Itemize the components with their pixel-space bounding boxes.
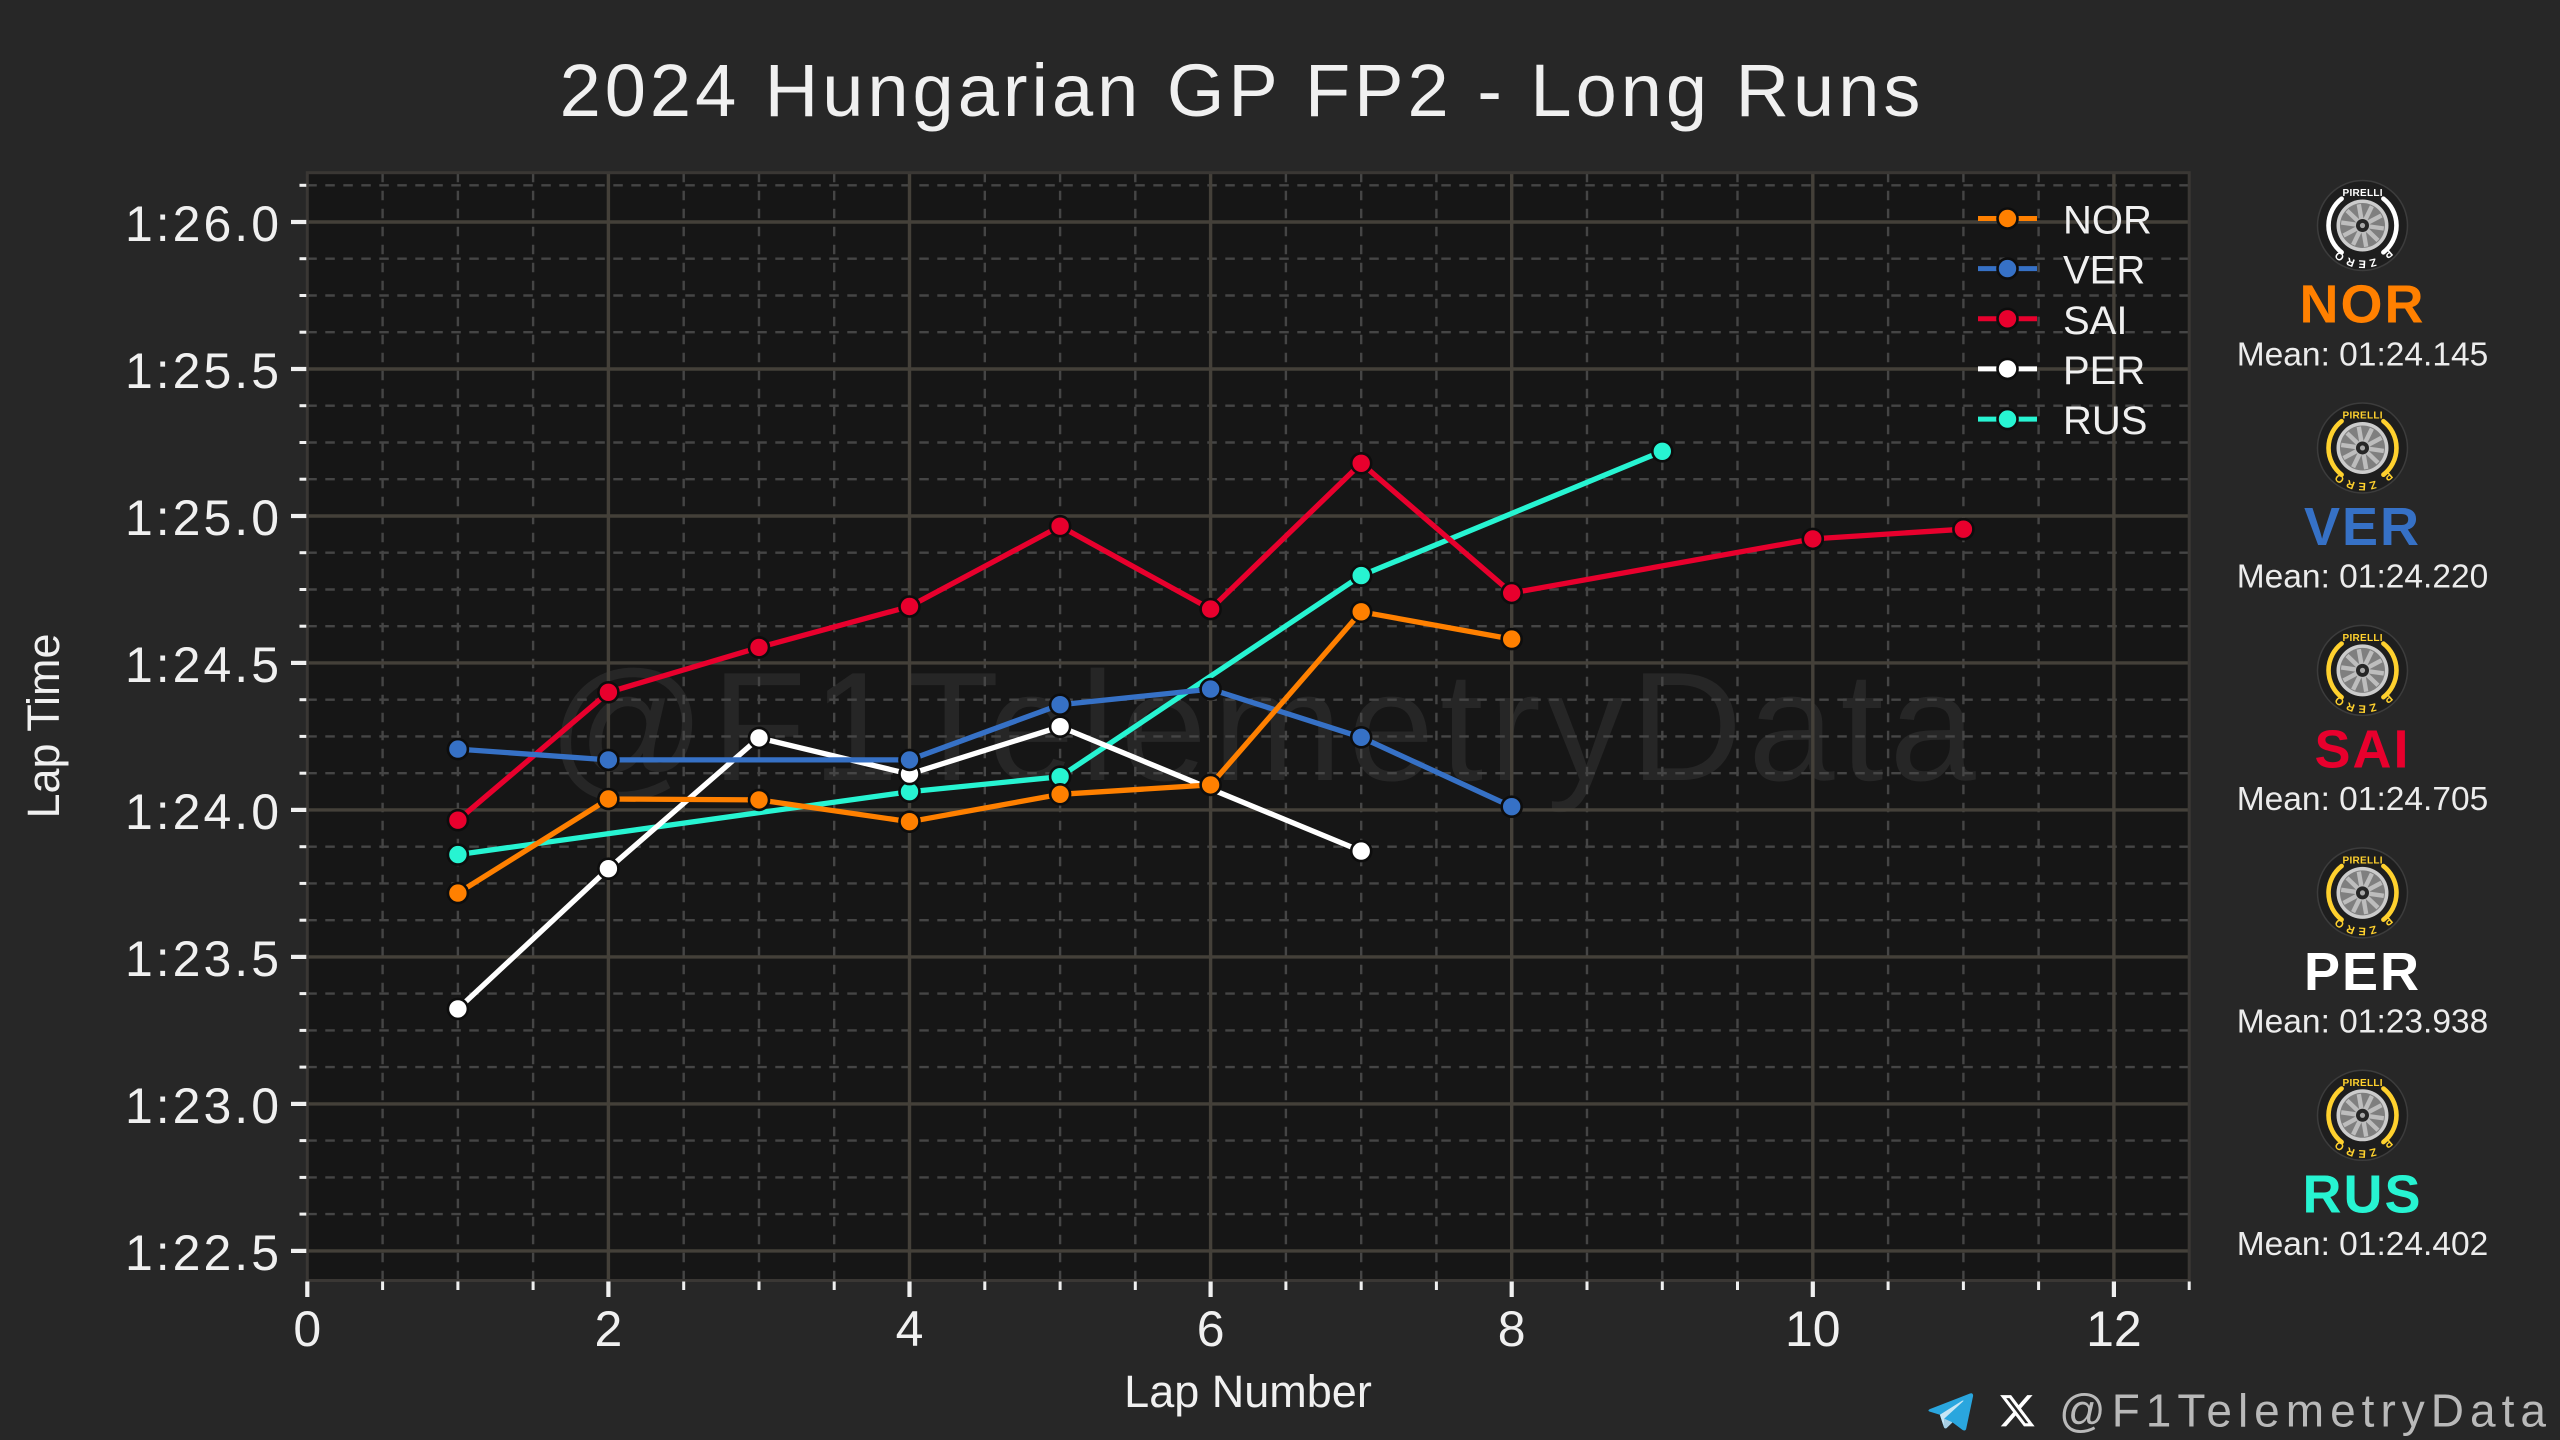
svg-text:VER: VER (2063, 249, 2145, 293)
svg-text:Mean: 01:24.402: Mean: 01:24.402 (2237, 1226, 2488, 1263)
svg-text:Mean: 01:24.705: Mean: 01:24.705 (2237, 781, 2488, 818)
svg-text:12: 12 (2086, 1301, 2142, 1357)
svg-text:Lap Number: Lap Number (1124, 1366, 1372, 1417)
svg-text:PIRELLI: PIRELLI (2343, 633, 2383, 644)
svg-text:VER: VER (2304, 497, 2421, 557)
svg-text:SAI: SAI (2063, 299, 2127, 343)
svg-text:@F1TelemetryData: @F1TelemetryData (548, 640, 1981, 813)
svg-text:1:23.5: 1:23.5 (125, 931, 282, 987)
svg-text:PIRELLI: PIRELLI (2343, 188, 2383, 199)
svg-text:Mean: 01:24.145: Mean: 01:24.145 (2237, 336, 2488, 373)
svg-text:2024 Hungarian GP FP2 - Long R: 2024 Hungarian GP FP2 - Long Runs (560, 49, 1925, 132)
svg-text:PIRELLI: PIRELLI (2343, 1078, 2383, 1089)
svg-text:@F1TelemetryData: @F1TelemetryData (2059, 1385, 2552, 1437)
svg-text:PIRELLI: PIRELLI (2343, 410, 2383, 421)
svg-text:1:25.0: 1:25.0 (125, 490, 282, 546)
svg-text:PER: PER (2304, 942, 2421, 1002)
svg-text:6: 6 (1197, 1301, 1225, 1357)
svg-text:SAI: SAI (2314, 719, 2410, 779)
svg-text:NOR: NOR (2300, 275, 2426, 335)
svg-text:1:22.5: 1:22.5 (125, 1225, 282, 1281)
svg-text:Mean: 01:24.220: Mean: 01:24.220 (2237, 559, 2488, 596)
svg-text:Lap Time: Lap Time (18, 633, 69, 818)
svg-text:PER: PER (2063, 349, 2145, 393)
svg-text:NOR: NOR (2063, 199, 2152, 243)
svg-text:10: 10 (1785, 1301, 1841, 1357)
svg-text:PIRELLI: PIRELLI (2343, 855, 2383, 866)
svg-text:1:24.0: 1:24.0 (125, 784, 282, 840)
svg-text:RUS: RUS (2063, 399, 2147, 443)
svg-text:1:25.5: 1:25.5 (125, 343, 282, 399)
svg-text:1:23.0: 1:23.0 (125, 1078, 282, 1134)
svg-text:4: 4 (896, 1301, 924, 1357)
svg-text:1:26.0: 1:26.0 (125, 196, 282, 252)
svg-text:1:24.5: 1:24.5 (125, 637, 282, 693)
svg-text:RUS: RUS (2302, 1164, 2422, 1224)
svg-text:Mean: 01:23.938: Mean: 01:23.938 (2237, 1004, 2488, 1041)
svg-text:2: 2 (594, 1301, 622, 1357)
svg-text:8: 8 (1498, 1301, 1526, 1357)
svg-text:0: 0 (293, 1301, 321, 1357)
